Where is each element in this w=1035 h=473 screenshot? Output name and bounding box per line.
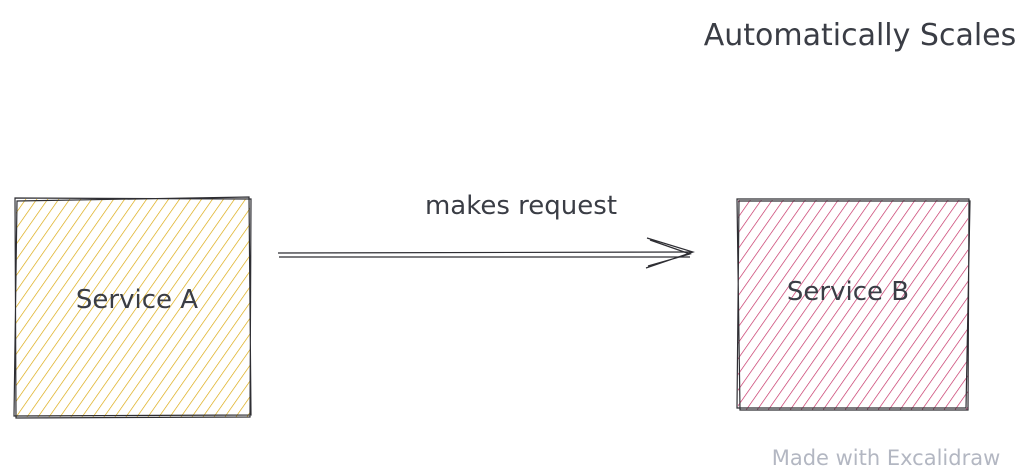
node-service-a: Service A (13, 196, 252, 419)
node-service-a-fill (16, 199, 250, 417)
diagram-heading: Automatically Scales (704, 18, 1017, 53)
node-service-b-label: Service B (787, 277, 909, 307)
node-service-a-border (13, 196, 252, 419)
node-service-b: Service B (736, 198, 971, 411)
watermark: Made with Excalidraw (772, 446, 1001, 470)
edge-arrow-line (277, 251, 693, 258)
node-service-b-border (736, 198, 971, 411)
edge-arrow-head (645, 237, 695, 269)
edge-makes-request: makes request (277, 191, 695, 269)
node-service-b-fill (738, 200, 968, 410)
node-service-a-label: Service A (76, 285, 198, 315)
edge-label: makes request (425, 191, 617, 221)
